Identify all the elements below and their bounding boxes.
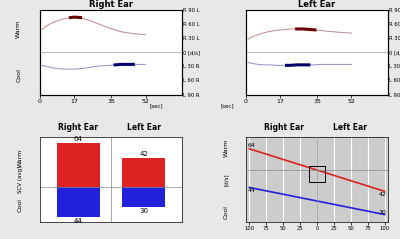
Text: [sec]: [sec] [221,103,234,108]
Text: Left Ear: Left Ear [127,123,161,132]
Text: 44: 44 [74,218,83,224]
Bar [57,143,100,187]
Text: [d/s]: [d/s] [224,174,228,186]
Text: 42: 42 [139,151,148,157]
Text: 64: 64 [247,143,255,148]
Text: 30: 30 [379,210,387,215]
Title: Right Ear: Right Ear [89,0,133,9]
Text: Right Ear: Right Ear [264,123,304,132]
Text: Right Ear: Right Ear [58,123,98,132]
Text: Warm: Warm [224,138,228,157]
Text: SCV (avg): SCV (avg) [18,166,23,193]
Text: [sec]: [sec] [149,103,163,108]
Text: Warm: Warm [18,148,23,167]
Bar [309,166,325,182]
Text: Cool: Cool [224,205,228,219]
Text: 42: 42 [379,192,387,197]
Bar [122,187,165,207]
Text: 30: 30 [139,208,148,214]
Text: Cool: Cool [18,198,23,212]
Title: Left Ear: Left Ear [298,0,336,9]
Text: 44: 44 [247,188,255,193]
Text: Left Ear: Left Ear [333,123,367,132]
Bar [122,158,165,187]
Bar [57,187,100,217]
Text: Cool: Cool [16,68,21,82]
Text: 64: 64 [74,136,83,142]
Text: Warm: Warm [16,20,21,38]
